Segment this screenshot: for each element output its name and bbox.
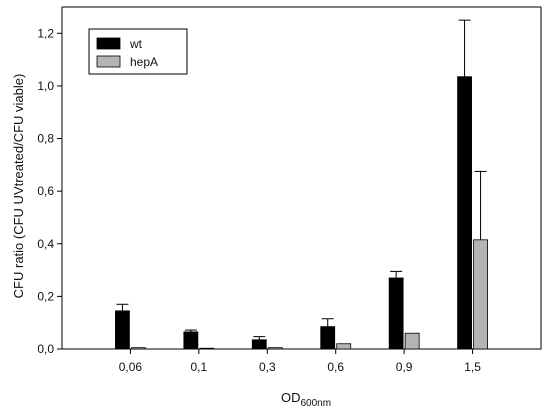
x-tick-label: 0,6 [327, 360, 344, 374]
x-tick-label: 0,3 [259, 360, 276, 374]
y-tick-label: 1,2 [37, 26, 54, 40]
bar-hepa-3 [336, 343, 352, 350]
y-tick-label: 1,0 [37, 79, 54, 93]
bar-wt-2 [251, 339, 267, 350]
bar-hepa-0 [131, 347, 146, 350]
bar-hepa-1 [199, 347, 215, 350]
bar-wt-4 [388, 277, 404, 350]
x-tick-label: 0,06 [119, 360, 143, 374]
bar-hepa-4 [404, 332, 420, 350]
error-bars-group [116, 19, 487, 340]
bar-wt-0 [115, 310, 130, 350]
x-axis-ticks: 0,06 0,1 0,3 0,6 0,9 1,5 [119, 349, 481, 374]
y-tick-label: 0,4 [37, 237, 54, 251]
y-axis-label: CFU ratio (CFU UVtreated/CFU viable) [11, 74, 26, 299]
legend: wt hepA [88, 28, 188, 75]
x-axis-label-main: OD [281, 390, 301, 405]
x-axis-label-subscript: 600nm [300, 398, 331, 409]
bar-hepa-5 [473, 239, 488, 350]
bar-wt-5 [457, 76, 472, 350]
legend-label-hepa: hepA [130, 55, 158, 69]
legend-label-wt: wt [129, 37, 143, 51]
bar-hepa-2 [267, 347, 283, 350]
y-tick-label: 0,0 [37, 342, 54, 356]
y-tick-label: 0,2 [37, 289, 54, 303]
legend-swatch-hepa [96, 55, 121, 68]
x-tick-label: 0,9 [396, 360, 413, 374]
bar-wt-3 [320, 326, 336, 350]
bar-wt-1 [183, 331, 199, 350]
x-tick-label: 0,1 [191, 360, 208, 374]
y-axis-ticks: 0,0 0,2 0,4 0,6 0,8 1,0 1,2 [37, 26, 62, 356]
y-tick-label: 0,6 [37, 184, 54, 198]
bars-group [115, 76, 488, 350]
x-axis-label: OD600nm [281, 390, 331, 409]
plot-frame [61, 6, 542, 350]
x-tick-label: 1,5 [464, 360, 481, 374]
legend-swatch-wt [96, 37, 121, 50]
y-tick-label: 0,8 [37, 132, 54, 146]
